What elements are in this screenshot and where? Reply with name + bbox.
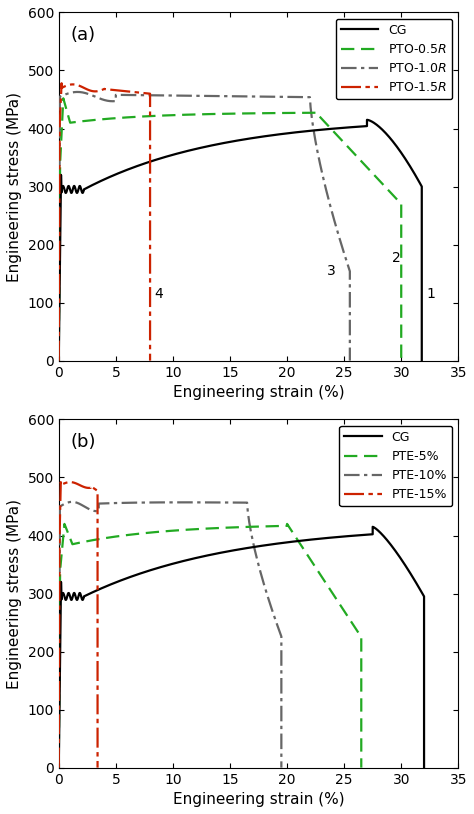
Y-axis label: Engineering stress (MPa): Engineering stress (MPa): [7, 91, 22, 282]
Legend: CG, PTO-0.5$R$, PTO-1.0$R$, PTO-1.5$R$: CG, PTO-0.5$R$, PTO-1.0$R$, PTO-1.5$R$: [336, 19, 452, 99]
CG: [246, 133, 252, 143]
PTE-5%: [350, 619, 356, 629]
PTE-10%: [69, 497, 74, 507]
PTE-15%: [75, 479, 81, 489]
PTE-5%: [317, 568, 322, 578]
Text: (b): (b): [71, 433, 96, 452]
PTE-10%: [254, 554, 260, 563]
PTO-0.5$R$: [332, 129, 338, 138]
PTE-10%: [56, 654, 62, 664]
PTO-1.0$R$: [347, 356, 353, 365]
PTO-0.5$R$: [337, 133, 342, 142]
PTO-0.5$R$: [56, 356, 62, 365]
PTE-15%: [57, 510, 63, 519]
PTO-0.5$R$: [165, 111, 171, 120]
PTO-1.5$R$: [56, 356, 62, 365]
Line: PTE-10%: PTE-10%: [59, 502, 282, 768]
CG: [181, 556, 186, 566]
PTE-5%: [241, 522, 247, 532]
CG: [101, 582, 107, 592]
Legend: CG, PTE-5%, PTE-10%, PTE-15%: CG, PTE-5%, PTE-10%, PTE-15%: [339, 426, 452, 506]
PTE-10%: [279, 763, 284, 772]
Line: PTO-1.0$R$: PTO-1.0$R$: [59, 92, 350, 361]
PTE-10%: [88, 505, 94, 514]
Line: PTE-15%: PTE-15%: [59, 482, 98, 768]
PTO-1.0$R$: [57, 119, 63, 129]
Line: CG: CG: [59, 120, 422, 361]
PTE-5%: [62, 519, 67, 529]
Line: PTE-5%: PTE-5%: [59, 524, 361, 768]
Line: PTO-1.5$R$: PTO-1.5$R$: [59, 83, 150, 361]
PTO-1.5$R$: [119, 86, 125, 96]
CG: [371, 522, 376, 532]
X-axis label: Engineering strain (%): Engineering strain (%): [173, 385, 344, 400]
Text: (a): (a): [71, 26, 96, 45]
PTO-1.0$R$: [128, 90, 134, 100]
CG: [274, 539, 280, 549]
CG: [179, 147, 184, 157]
PTO-0.5$R$: [272, 108, 278, 118]
PTO-1.5$R$: [147, 356, 153, 365]
PTO-1.0$R$: [75, 87, 81, 97]
CG: [250, 133, 256, 142]
PTE-10%: [57, 546, 63, 556]
CG: [56, 356, 62, 365]
PTE-5%: [56, 763, 62, 772]
X-axis label: Engineering strain (%): Engineering strain (%): [173, 792, 344, 807]
PTE-5%: [57, 562, 63, 572]
CG: [254, 541, 260, 551]
PTE-15%: [63, 478, 68, 488]
PTO-0.5$R$: [61, 94, 66, 103]
PTE-15%: [69, 477, 74, 487]
CG: [56, 763, 62, 772]
PTO-0.5$R$: [398, 356, 404, 365]
PTO-1.0$R$: [226, 91, 232, 101]
CG: [364, 115, 370, 125]
PTO-1.5$R$: [67, 80, 73, 90]
CG: [365, 115, 371, 125]
Line: PTO-0.5$R$: PTO-0.5$R$: [59, 98, 401, 361]
CG: [101, 175, 107, 185]
PTE-10%: [56, 763, 62, 772]
CG: [419, 356, 425, 365]
PTO-1.5$R$: [57, 116, 63, 126]
PTO-1.5$R$: [104, 85, 109, 94]
Text: 3: 3: [327, 264, 336, 278]
PTO-1.0$R$: [56, 356, 62, 365]
PTE-5%: [358, 763, 364, 772]
PTE-15%: [67, 477, 73, 487]
Line: CG: CG: [59, 527, 424, 768]
PTE-5%: [357, 631, 363, 641]
Y-axis label: Engineering stress (MPa): Engineering stress (MPa): [7, 498, 22, 689]
PTE-15%: [56, 763, 62, 772]
PTO-1.0$R$: [295, 92, 301, 102]
PTO-0.5$R$: [365, 163, 371, 173]
PTO-1.0$R$: [101, 95, 107, 105]
PTO-1.0$R$: [194, 91, 200, 101]
PTE-15%: [95, 763, 100, 772]
PTE-5%: [119, 531, 125, 540]
PTO-1.5$R$: [68, 80, 74, 90]
CG: [370, 522, 375, 532]
PTO-0.5$R$: [371, 170, 377, 180]
PTE-15%: [64, 478, 69, 488]
Text: 1: 1: [426, 287, 435, 301]
Text: 4: 4: [155, 287, 164, 301]
PTO-1.5$R$: [79, 82, 84, 92]
CG: [421, 763, 427, 772]
PTE-10%: [134, 497, 139, 507]
CG: [270, 130, 276, 140]
PTO-1.5$R$: [59, 78, 64, 88]
PTE-15%: [58, 477, 64, 487]
CG: [250, 542, 256, 552]
PTE-10%: [208, 497, 213, 507]
Text: 2: 2: [392, 251, 401, 265]
